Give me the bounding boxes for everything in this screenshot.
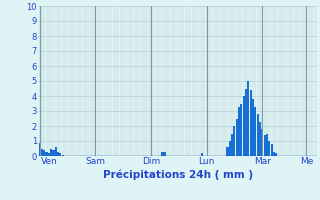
Bar: [268, 141, 270, 156]
Bar: [270, 144, 273, 156]
Bar: [45, 152, 48, 156]
Bar: [233, 126, 236, 156]
Bar: [236, 118, 238, 156]
Bar: [247, 81, 249, 156]
Bar: [231, 134, 233, 156]
Bar: [55, 147, 57, 156]
Bar: [48, 153, 50, 156]
Bar: [257, 114, 259, 156]
Bar: [264, 135, 266, 156]
Bar: [201, 153, 203, 156]
Bar: [38, 142, 41, 156]
Bar: [62, 154, 64, 156]
Bar: [252, 99, 254, 156]
Bar: [266, 134, 268, 156]
Bar: [261, 129, 263, 156]
Bar: [245, 88, 247, 156]
Bar: [275, 153, 277, 156]
Bar: [254, 106, 256, 156]
Bar: [57, 152, 59, 156]
Bar: [238, 106, 240, 156]
Bar: [41, 148, 43, 156]
Bar: [229, 141, 231, 156]
Bar: [227, 147, 228, 156]
Bar: [164, 152, 166, 156]
X-axis label: Précipitations 24h ( mm ): Précipitations 24h ( mm ): [102, 169, 253, 180]
Bar: [52, 150, 54, 156]
Bar: [60, 153, 61, 156]
Bar: [162, 152, 164, 156]
Bar: [273, 152, 275, 156]
Bar: [240, 104, 243, 156]
Bar: [250, 90, 252, 156]
Bar: [243, 96, 245, 156]
Bar: [259, 121, 261, 156]
Bar: [50, 148, 52, 156]
Bar: [43, 150, 45, 156]
